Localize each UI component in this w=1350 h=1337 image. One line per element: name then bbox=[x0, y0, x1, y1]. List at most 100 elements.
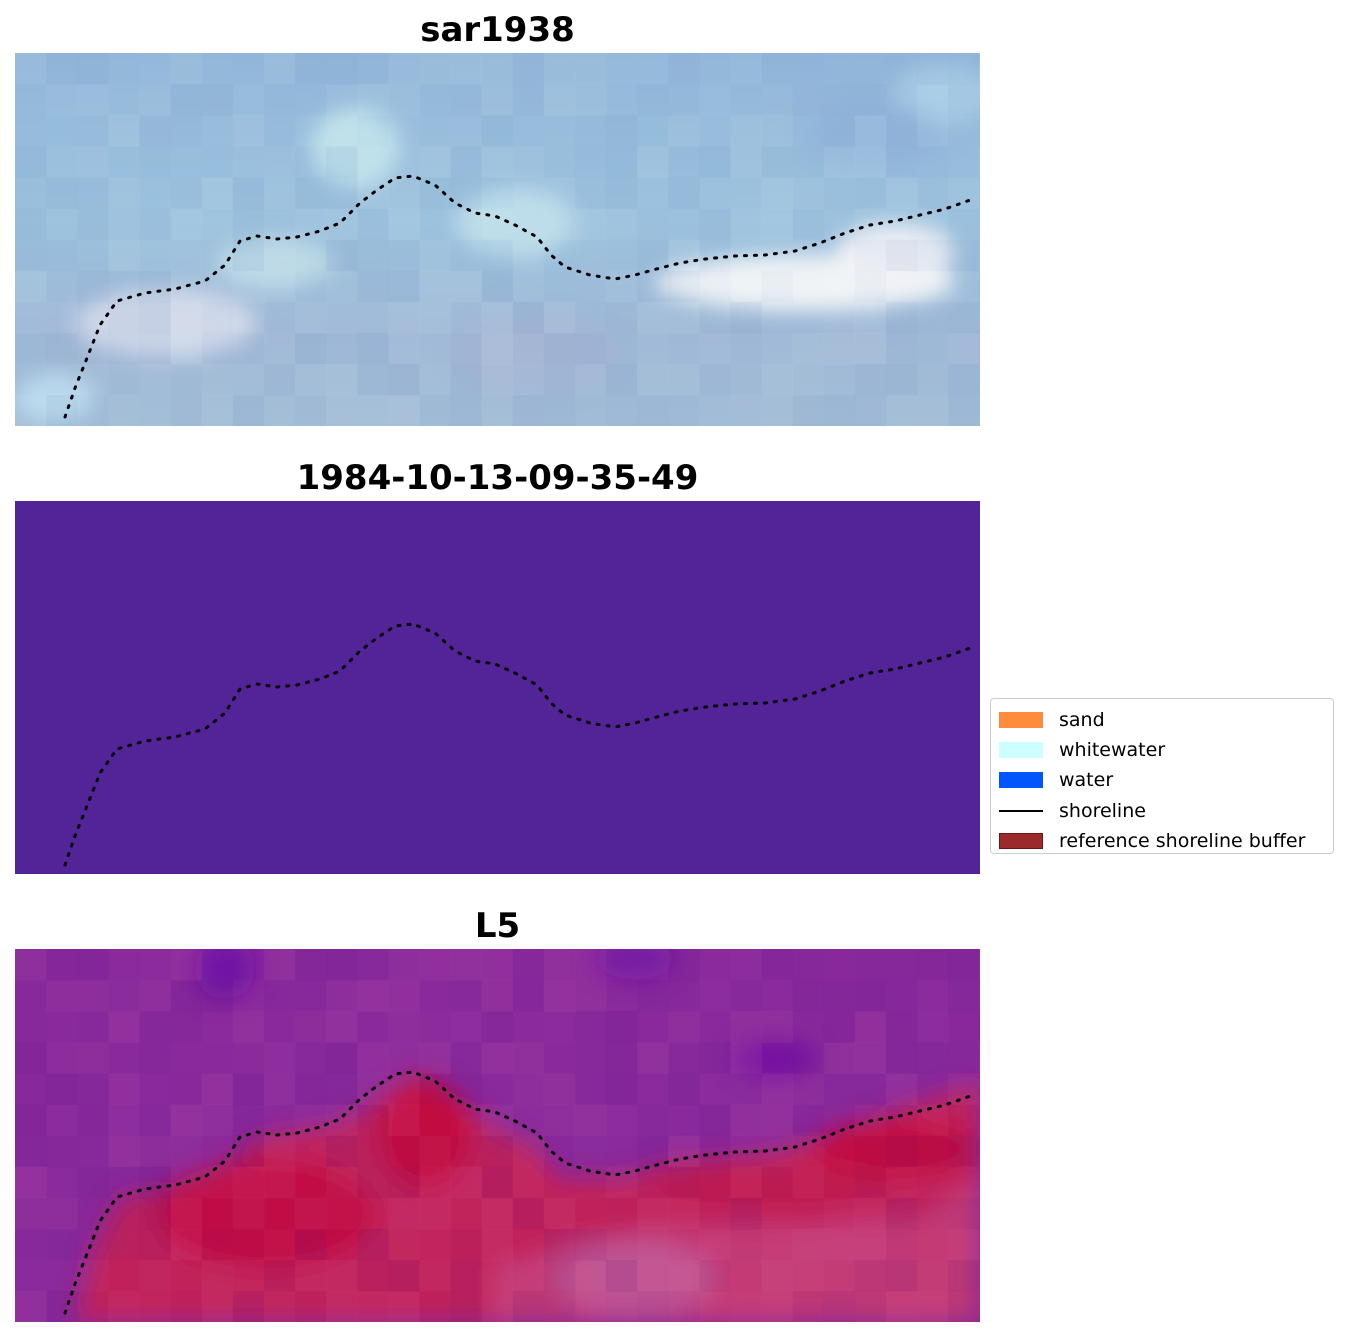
pixel-cell bbox=[730, 1229, 762, 1261]
pixel-cell bbox=[886, 115, 918, 147]
pixel-cell bbox=[917, 1260, 949, 1292]
pixel-cell bbox=[171, 980, 203, 1012]
pixel-cell bbox=[886, 1260, 918, 1292]
pixel-cell bbox=[482, 177, 514, 209]
pixel-cell bbox=[264, 177, 296, 209]
pixel-cell bbox=[637, 84, 669, 116]
pixel-cell bbox=[544, 1042, 576, 1074]
pixel-cell bbox=[513, 333, 545, 365]
pixel-cell bbox=[668, 146, 700, 178]
pixel-cell bbox=[77, 146, 109, 178]
pixel-cell bbox=[419, 240, 451, 272]
pixel-cell bbox=[482, 302, 514, 334]
pixel-cell bbox=[575, 1105, 607, 1137]
pixel-cell bbox=[513, 53, 545, 85]
pixel-cell bbox=[886, 1291, 918, 1322]
pixel-cell bbox=[606, 209, 638, 241]
pixel-cell bbox=[326, 1011, 358, 1043]
pixel-cell bbox=[264, 1167, 296, 1199]
pixel-cell bbox=[388, 1291, 420, 1322]
pixel-cell bbox=[979, 177, 980, 209]
pixel-cell bbox=[948, 1291, 980, 1322]
pixel-cell bbox=[855, 302, 887, 334]
pixel-cell bbox=[886, 1167, 918, 1199]
pixel-cell bbox=[793, 1011, 825, 1043]
pixel-cell bbox=[357, 333, 389, 365]
pixel-cell bbox=[544, 1105, 576, 1137]
pixel-cell bbox=[295, 115, 327, 147]
pixel-cell bbox=[202, 364, 234, 396]
pixel-cell bbox=[761, 1167, 793, 1199]
pixel-cell bbox=[699, 177, 731, 209]
pixel-cell bbox=[326, 177, 358, 209]
pixel-cell bbox=[326, 1291, 358, 1322]
pixel-cell bbox=[637, 146, 669, 178]
pixel-cell bbox=[761, 53, 793, 85]
pixel-cell bbox=[606, 177, 638, 209]
pixel-cell bbox=[513, 1167, 545, 1199]
pixel-cell bbox=[793, 177, 825, 209]
pixel-cell bbox=[886, 364, 918, 396]
pixel-cell bbox=[824, 1136, 856, 1168]
pixel-cell bbox=[450, 364, 482, 396]
pixel-cell bbox=[637, 271, 669, 303]
pixel-cell bbox=[450, 53, 482, 85]
pixel-grid-overlay bbox=[15, 53, 980, 426]
pixel-cell bbox=[482, 1198, 514, 1230]
pixel-cell bbox=[855, 115, 887, 147]
pixel-cell bbox=[668, 1260, 700, 1292]
pixel-cell bbox=[482, 1011, 514, 1043]
reference-buffer-swatch bbox=[999, 833, 1043, 849]
pixel-cell bbox=[202, 177, 234, 209]
pixel-cell bbox=[482, 1073, 514, 1105]
pixel-cell bbox=[450, 271, 482, 303]
pixel-cell bbox=[77, 177, 109, 209]
pixel-cell bbox=[139, 84, 171, 116]
pixel-cell bbox=[513, 302, 545, 334]
pixel-cell bbox=[793, 115, 825, 147]
pixel-cell bbox=[886, 209, 918, 241]
legend: sand whitewater water shoreline referenc… bbox=[990, 698, 1334, 854]
pixel-cell bbox=[575, 1198, 607, 1230]
pixel-cell bbox=[637, 53, 669, 85]
pixel-cell bbox=[419, 1291, 451, 1322]
pixel-cell bbox=[139, 177, 171, 209]
pixel-cell bbox=[886, 1198, 918, 1230]
legend-item-sand: sand bbox=[999, 705, 1325, 735]
pixel-cell bbox=[388, 1229, 420, 1261]
pixel-cell bbox=[419, 949, 451, 981]
pixel-cell bbox=[575, 209, 607, 241]
pixel-cell bbox=[637, 302, 669, 334]
pixel-cell bbox=[948, 1073, 980, 1105]
pixel-cell bbox=[606, 333, 638, 365]
pixel-cell bbox=[326, 209, 358, 241]
pixel-cell bbox=[46, 949, 78, 981]
pixel-cell bbox=[46, 302, 78, 334]
pixel-cell bbox=[730, 146, 762, 178]
pixel-cell bbox=[482, 1136, 514, 1168]
pixel-cell bbox=[419, 333, 451, 365]
pixel-cell bbox=[948, 1136, 980, 1168]
index-image-panel bbox=[15, 949, 980, 1322]
pixel-cell bbox=[513, 84, 545, 116]
pixel-cell bbox=[108, 333, 140, 365]
pixel-cell bbox=[513, 395, 545, 426]
pixel-cell bbox=[139, 209, 171, 241]
pixel-cell bbox=[264, 53, 296, 85]
pixel-cell bbox=[855, 1260, 887, 1292]
pixel-cell bbox=[171, 395, 203, 426]
pixel-cell bbox=[544, 302, 576, 334]
pixel-cell bbox=[46, 1260, 78, 1292]
pixel-cell bbox=[419, 1198, 451, 1230]
pixel-cell bbox=[326, 53, 358, 85]
pixel-cell bbox=[730, 1198, 762, 1230]
pixel-cell bbox=[886, 1011, 918, 1043]
pixel-cell bbox=[513, 146, 545, 178]
pixel-cell bbox=[637, 177, 669, 209]
pixel-cell bbox=[606, 84, 638, 116]
pixel-cell bbox=[295, 1136, 327, 1168]
pixel-cell bbox=[139, 53, 171, 85]
pixel-cell bbox=[575, 1260, 607, 1292]
pixel-cell bbox=[730, 1291, 762, 1322]
pixel-cell bbox=[139, 1073, 171, 1105]
